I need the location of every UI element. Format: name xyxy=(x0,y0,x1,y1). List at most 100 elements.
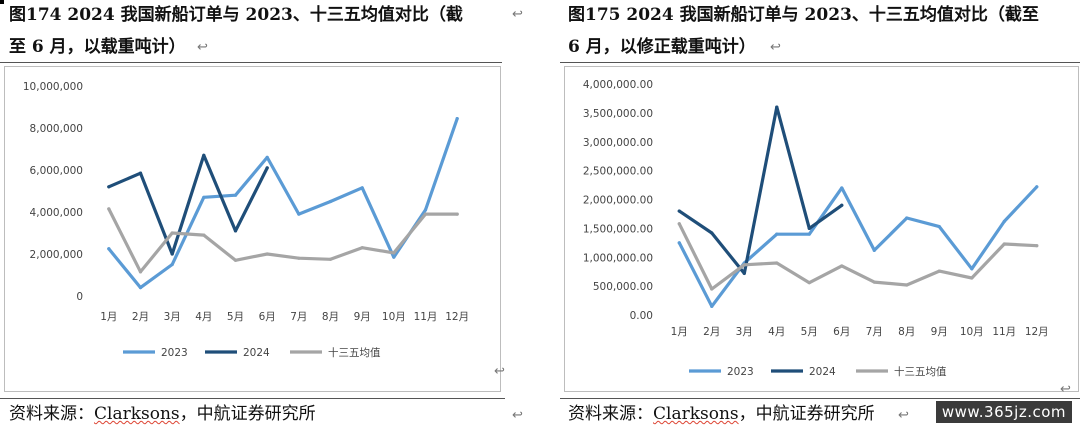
y-tick-label: 8,000,000 xyxy=(30,123,83,135)
y-tick-label: 1,500,000.00 xyxy=(583,223,653,235)
data-point xyxy=(937,225,941,229)
x-tick-label: 9月 xyxy=(354,311,371,323)
data-point xyxy=(872,248,876,252)
data-point xyxy=(710,304,714,308)
x-tick-label: 3月 xyxy=(736,326,753,338)
data-point xyxy=(1002,242,1006,246)
x-tick-label: 7月 xyxy=(290,311,307,323)
data-point xyxy=(807,226,811,230)
left-line-chart: 0 2,000,000 4,000,000 6,000,000 8,000,000 10,… xyxy=(23,81,469,359)
corner-mark xyxy=(0,0,4,4)
legend-label-0: 2023 xyxy=(727,366,754,378)
left-source-prefix: 资料来源： xyxy=(9,404,94,424)
right-return-mark-1: ↩ xyxy=(770,40,781,55)
y-tick-label: 4,000,000.00 xyxy=(583,79,653,91)
data-point xyxy=(423,208,428,212)
x-tick-label: 4月 xyxy=(768,326,785,338)
legend-label-2: 十三五均值 xyxy=(328,346,381,359)
right-source-suffix: ，中航证券研究所 xyxy=(738,404,875,424)
data-point xyxy=(742,263,746,267)
x-tick-label: 2月 xyxy=(132,311,149,323)
x-tick-label: 5月 xyxy=(801,326,818,338)
y-tick-label: 2,000,000 xyxy=(30,249,83,261)
x-tick-label: 1月 xyxy=(100,311,117,323)
left-source-rule xyxy=(0,398,505,399)
right-source-name: Clarksons xyxy=(653,404,739,424)
data-point xyxy=(202,233,206,237)
data-point xyxy=(970,276,974,280)
x-tick-label: 6月 xyxy=(259,311,276,323)
data-point xyxy=(677,241,681,245)
right-return-mark-2: ↩ xyxy=(1060,382,1071,397)
right-return-mark-3: ↩ xyxy=(898,408,909,423)
data-point xyxy=(455,212,459,216)
x-tick-label: 6月 xyxy=(833,326,850,338)
series-line-1 xyxy=(677,105,844,275)
y-tick-label: 4,000,000 xyxy=(30,207,83,219)
data-point xyxy=(138,270,143,274)
data-point xyxy=(202,195,206,199)
data-point xyxy=(1035,244,1039,248)
x-tick-label: 11月 xyxy=(992,326,1016,338)
data-point xyxy=(233,193,238,197)
data-point xyxy=(265,155,269,159)
series-line-1 xyxy=(107,153,269,256)
data-point xyxy=(905,216,909,220)
x-tick-label: 7月 xyxy=(866,326,883,338)
data-point xyxy=(775,105,779,109)
x-tick-label: 4月 xyxy=(195,311,212,323)
data-point xyxy=(170,262,174,267)
left-return-mark-2: ↩ xyxy=(197,40,208,55)
data-point xyxy=(742,271,746,276)
data-point xyxy=(392,251,396,255)
data-point xyxy=(775,232,779,236)
y-tick-label: 3,500,000.00 xyxy=(583,108,653,120)
y-tick-label: 0.00 xyxy=(630,310,653,322)
left-title-rule xyxy=(0,62,502,63)
data-point xyxy=(840,264,844,268)
x-tick-label: 11月 xyxy=(414,311,438,323)
data-point xyxy=(107,185,111,189)
legend-label-2: 十三五均值 xyxy=(894,365,947,378)
data-point xyxy=(360,186,364,190)
data-point xyxy=(970,267,974,271)
data-point xyxy=(1002,219,1006,224)
data-point xyxy=(265,252,269,256)
y-tick-label: 1,000,000.00 xyxy=(583,252,653,264)
x-tick-label: 1月 xyxy=(671,326,688,338)
data-point xyxy=(392,255,396,259)
data-point xyxy=(872,280,876,284)
right-chart-frame: 0.00 500,000.00 1,000,000.00 1,500,000.00 2,… xyxy=(564,66,1079,392)
x-tick-label: 8月 xyxy=(322,311,339,323)
series-line-0 xyxy=(677,185,1039,308)
data-point xyxy=(423,212,428,216)
x-tick-label: 8月 xyxy=(898,326,915,338)
y-tick-label: 3,000,000.00 xyxy=(583,137,653,149)
right-line-chart: 0.00 500,000.00 1,000,000.00 1,500,000.00 2,… xyxy=(583,79,1049,378)
data-point xyxy=(328,199,333,204)
series-line-2 xyxy=(677,222,1039,291)
data-point xyxy=(937,269,941,273)
right-title-rule xyxy=(560,62,1080,63)
data-point xyxy=(138,286,143,290)
data-point xyxy=(905,283,909,287)
left-source-name: Clarksons xyxy=(94,404,180,424)
x-tick-label: 12月 xyxy=(445,311,469,323)
data-point xyxy=(138,171,143,175)
y-tick-label: 2,500,000.00 xyxy=(583,166,653,178)
data-point xyxy=(840,203,844,207)
data-point xyxy=(840,186,844,190)
data-point xyxy=(360,246,364,250)
x-tick-label: 3月 xyxy=(164,311,181,323)
left-chart-frame: 0 2,000,000 4,000,000 6,000,000 8,000,000 10,… xyxy=(4,66,501,392)
data-point xyxy=(107,207,111,211)
legend-label-0: 2023 xyxy=(161,347,188,359)
data-point xyxy=(677,222,681,226)
data-point xyxy=(328,257,333,261)
data-point xyxy=(265,166,269,170)
data-point xyxy=(107,247,111,251)
data-point xyxy=(297,212,301,216)
data-point xyxy=(455,116,459,121)
left-source-suffix: ，中航证券研究所 xyxy=(179,404,316,424)
x-tick-label: 10月 xyxy=(960,326,984,338)
